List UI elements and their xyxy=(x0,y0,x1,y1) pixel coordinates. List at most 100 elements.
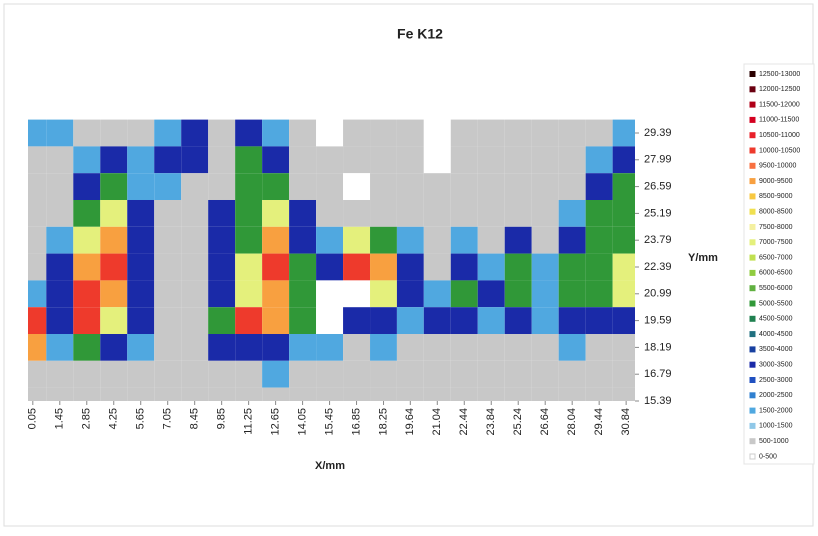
x-tick-label: 1.45 xyxy=(54,408,66,429)
heat-cell xyxy=(504,253,532,281)
heat-cell xyxy=(343,199,371,227)
heat-cell xyxy=(100,280,128,308)
heat-cell xyxy=(423,119,451,147)
heat-cell xyxy=(127,307,155,334)
legend-swatch xyxy=(749,392,756,399)
heat-cell xyxy=(235,146,263,174)
heat-cell xyxy=(289,226,317,254)
heat-cell xyxy=(585,253,613,281)
heat-cell xyxy=(235,173,263,200)
legend-swatch xyxy=(749,331,756,338)
legend-swatch xyxy=(749,193,756,200)
heat-cell xyxy=(423,226,451,254)
heat-cell xyxy=(154,280,182,308)
legend-swatch xyxy=(749,239,756,246)
legend-label: 12500-13000 xyxy=(759,71,800,78)
heat-cell xyxy=(504,307,532,334)
heat-cell xyxy=(531,119,559,147)
heat-cell xyxy=(477,146,505,174)
heat-cell xyxy=(450,226,478,254)
heat-cell xyxy=(343,360,371,388)
legend-swatch xyxy=(749,269,756,276)
heat-cell xyxy=(585,173,613,200)
heat-cell xyxy=(208,119,236,147)
legend-swatch xyxy=(749,407,756,414)
heat-cell xyxy=(262,199,290,227)
heat-cell xyxy=(343,280,371,308)
heat-cell xyxy=(28,173,47,200)
legend-label: 1500-2000 xyxy=(759,407,793,414)
x-tick-label: 5.65 xyxy=(135,408,147,429)
heat-cell xyxy=(504,333,532,361)
heat-cell xyxy=(450,387,478,401)
heat-cell xyxy=(208,173,236,200)
heat-cell xyxy=(262,119,290,147)
heat-cell xyxy=(396,307,424,334)
x-tick-label: 7.05 xyxy=(162,408,174,429)
x-tick-label: 30.84 xyxy=(620,408,632,436)
heat-cell xyxy=(46,360,74,388)
legend-label: 8000-8500 xyxy=(759,209,793,216)
heat-cell xyxy=(612,333,635,361)
legend-label: 3000-3500 xyxy=(759,362,793,369)
heat-cell xyxy=(396,387,424,401)
heat-cell xyxy=(208,387,236,401)
heat-cell xyxy=(46,119,74,147)
heat-cell xyxy=(127,226,155,254)
legend-swatch xyxy=(749,208,756,215)
heat-cell xyxy=(504,387,532,401)
heat-cell xyxy=(289,173,317,200)
heat-cell xyxy=(396,226,424,254)
y-tick-label: 27.99 xyxy=(644,154,672,166)
heat-cell xyxy=(558,226,586,254)
heat-cell xyxy=(531,360,559,388)
heat-cell xyxy=(316,387,344,401)
heat-cell xyxy=(100,119,128,147)
legend-label: 0-500 xyxy=(759,453,777,460)
heat-cell xyxy=(100,146,128,174)
y-tick-label: 19.59 xyxy=(644,315,672,327)
heat-cell xyxy=(531,199,559,227)
heat-cell xyxy=(316,199,344,227)
heat-cell xyxy=(612,360,635,388)
legend-label: 2500-3000 xyxy=(759,377,793,384)
legend-swatch xyxy=(749,285,756,292)
heat-cell xyxy=(28,146,47,174)
heat-cell xyxy=(127,199,155,227)
heat-cell xyxy=(181,173,209,200)
heat-cell xyxy=(423,387,451,401)
x-tick-label: 25.24 xyxy=(512,408,524,436)
heat-cell xyxy=(289,146,317,174)
heat-cell xyxy=(100,333,128,361)
heat-cell xyxy=(450,119,478,147)
x-tick-label: 8.45 xyxy=(189,408,201,429)
heat-cell xyxy=(262,387,290,401)
heat-cell xyxy=(100,360,128,388)
heat-cell xyxy=(396,360,424,388)
heat-cell xyxy=(531,280,559,308)
legend-swatch xyxy=(749,438,756,445)
legend-swatch xyxy=(749,101,756,108)
heat-cell xyxy=(558,307,586,334)
heat-cell xyxy=(73,253,101,281)
heat-cell xyxy=(477,360,505,388)
heat-cell xyxy=(181,199,209,227)
heat-cell xyxy=(477,387,505,401)
heat-cell xyxy=(262,280,290,308)
heat-cell xyxy=(28,119,47,147)
heat-cell xyxy=(370,333,397,361)
legend-label: 11500-12000 xyxy=(759,101,800,108)
legend-swatch xyxy=(749,147,756,154)
x-tick-label: 11.25 xyxy=(243,408,255,435)
heat-cell xyxy=(73,333,101,361)
heat-cell xyxy=(181,387,209,401)
heat-cell xyxy=(46,280,74,308)
legend-swatch xyxy=(749,346,756,353)
x-tick-label: 22.44 xyxy=(458,408,470,436)
heat-cell xyxy=(370,119,397,147)
legend-label: 6500-7000 xyxy=(759,254,793,261)
y-tick-label: 18.19 xyxy=(644,341,672,353)
heat-cell xyxy=(585,146,613,174)
heat-cell xyxy=(504,199,532,227)
x-tick-label: 26.64 xyxy=(539,408,551,436)
